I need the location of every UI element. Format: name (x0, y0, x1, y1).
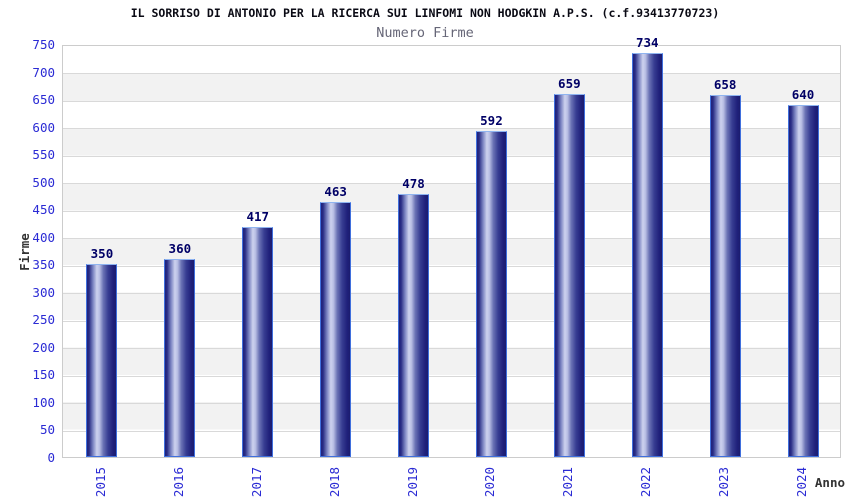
chart-title: IL SORRISO DI ANTONIO PER LA RICERCA SUI… (130, 6, 720, 20)
x-tick-label: 2023 (716, 466, 732, 498)
gridline (63, 155, 840, 157)
bar-value-label: 417 (246, 209, 270, 225)
y-tick-label: 0 (47, 450, 55, 465)
y-tick-label: 100 (32, 394, 55, 410)
bar (320, 202, 352, 457)
x-tick-label: 2021 (560, 466, 576, 498)
gridline (63, 210, 840, 212)
x-tick-label: 2019 (404, 466, 420, 498)
gridline (63, 375, 840, 377)
bar (787, 104, 819, 457)
y-tick-label: 450 (32, 202, 55, 218)
bar-value-label: 640 (791, 86, 815, 102)
y-tick-label: 200 (32, 339, 55, 355)
y-tick-label: 250 (32, 312, 55, 328)
bar-value-label: 592 (480, 113, 503, 129)
bar-value-label: 659 (558, 76, 581, 92)
gridline (63, 348, 840, 350)
y-tick-label: 700 (32, 64, 55, 80)
gridline (63, 320, 840, 322)
y-tick-label: 650 (32, 92, 55, 108)
gridline (63, 100, 840, 102)
y-tick-label: 400 (32, 229, 55, 245)
x-tick-label: 2020 (482, 466, 498, 498)
bar (164, 258, 196, 457)
x-axis-label: Anno (814, 475, 845, 490)
y-tick-label: 500 (32, 174, 55, 190)
bar-value-label: 658 (713, 76, 737, 92)
bar (86, 264, 118, 457)
bar (709, 94, 741, 457)
gridline (63, 128, 840, 130)
bar (475, 131, 507, 457)
y-tick-label: 550 (32, 147, 55, 163)
bar-value-label: 478 (402, 175, 425, 191)
y-tick-label: 50 (39, 422, 55, 438)
x-tick-label: 2016 (170, 466, 186, 498)
bar (242, 227, 274, 457)
gridline (63, 73, 840, 75)
y-tick-label: 150 (32, 367, 55, 383)
gridline (63, 183, 840, 185)
plot-area: 350 360 417 463 478 592 659 734 658 640 (62, 35, 841, 458)
x-tick-label: 2015 (92, 466, 108, 498)
bar (553, 94, 585, 457)
x-tick-label: 2018 (326, 466, 342, 498)
bar (398, 193, 430, 457)
x-tick-label: 2017 (248, 466, 264, 498)
bar-value-label: 350 (90, 246, 114, 262)
gridline (63, 293, 840, 295)
x-tick-label: 2022 (638, 466, 654, 498)
bar-value-label: 734 (635, 34, 659, 50)
bar-value-label: 360 (168, 240, 192, 256)
gridline (63, 265, 840, 267)
y-tick-label: 300 (32, 284, 55, 300)
chart-subtitle: Numero Firme (376, 25, 474, 41)
gridline (63, 403, 840, 405)
y-tick-label: 600 (32, 119, 55, 135)
y-tick-label: 350 (32, 257, 55, 273)
gridline (63, 430, 840, 432)
bar-value-label: 463 (324, 184, 347, 200)
bar (631, 52, 663, 457)
y-tick-label: 750 (32, 37, 55, 52)
gridline (63, 238, 840, 240)
